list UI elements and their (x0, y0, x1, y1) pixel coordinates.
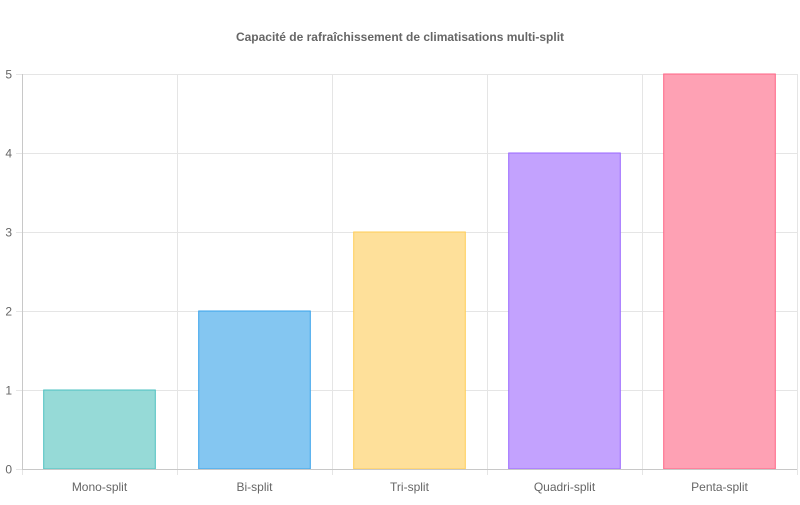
bar-tri-split (353, 231, 466, 470)
x-tick-label: Quadri-split (534, 480, 596, 494)
chart-title: Capacité de rafraîchissement de climatis… (236, 30, 564, 44)
bars (43, 73, 776, 470)
y-tick-label: 1 (5, 384, 12, 398)
x-tick-label: Bi-split (236, 480, 273, 494)
y-tick-label: 4 (5, 147, 12, 161)
y-tick-label: 3 (5, 226, 12, 240)
y-tick-label: 2 (5, 305, 12, 319)
y-tick-label: 5 (5, 68, 12, 82)
bar-penta-split (663, 73, 776, 470)
y-tick-label: 0 (5, 463, 12, 477)
bar-quadri-split (508, 152, 621, 470)
x-tick-label: Mono-split (72, 480, 128, 494)
x-tick-label: Penta-split (691, 480, 748, 494)
tick-labels: 0 1 2 3 4 5 Mono-split Bi-split Tri-split Quadri-… (5, 68, 748, 495)
x-tick-label: Tri-split (390, 480, 430, 494)
bar-mono-split (43, 389, 156, 470)
axes (22, 74, 797, 470)
bar-bi-split (198, 310, 311, 470)
